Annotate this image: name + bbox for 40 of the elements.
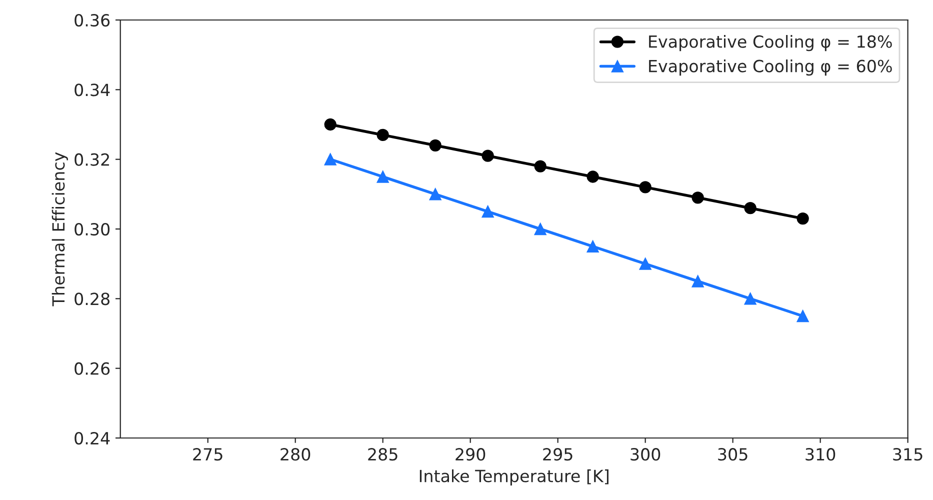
x-tick-label: 275 bbox=[193, 448, 222, 461]
point bbox=[324, 118, 336, 131]
point bbox=[796, 212, 809, 225]
y-tick-label: 0.26 bbox=[74, 362, 110, 375]
point bbox=[639, 181, 652, 194]
legend-label: Evaporative Cooling φ = 18% bbox=[649, 35, 892, 52]
point bbox=[796, 310, 809, 322]
point bbox=[429, 139, 442, 152]
x-tick-label: 295 bbox=[543, 448, 572, 461]
x-tick-label: 290 bbox=[456, 448, 486, 461]
y-tick-label: 0.30 bbox=[74, 222, 110, 236]
point bbox=[744, 292, 756, 305]
x-tick-label: 300 bbox=[630, 448, 660, 461]
point bbox=[376, 128, 389, 142]
point bbox=[324, 153, 336, 166]
x-tick-label: 315 bbox=[893, 448, 922, 461]
y-tick-label: 0.28 bbox=[74, 292, 110, 306]
point bbox=[692, 192, 704, 204]
point bbox=[639, 258, 652, 270]
point bbox=[534, 222, 546, 236]
point bbox=[692, 275, 704, 288]
y-tick-label: 0.36 bbox=[74, 14, 110, 27]
x-tick-label: 280 bbox=[280, 448, 310, 461]
legend-label: Evaporative Cooling φ = 60% bbox=[649, 59, 892, 76]
point bbox=[482, 150, 494, 162]
x-tick-label: 285 bbox=[368, 448, 398, 461]
point bbox=[429, 188, 442, 200]
point bbox=[482, 206, 494, 218]
point bbox=[376, 170, 389, 183]
y-axis-title: Thermal Efficiency bbox=[52, 152, 68, 306]
y-tick-label: 0.24 bbox=[74, 432, 110, 445]
point bbox=[744, 202, 756, 214]
y-tick-label: 0.34 bbox=[74, 84, 110, 96]
x-tick-label: 305 bbox=[718, 448, 748, 461]
x-tick-label: 310 bbox=[806, 448, 836, 461]
y-tick-label: 0.32 bbox=[74, 153, 109, 166]
point bbox=[586, 240, 599, 252]
point bbox=[534, 160, 546, 172]
point bbox=[586, 170, 599, 183]
x-axis-title: Intake Temperature [K] bbox=[420, 469, 608, 486]
